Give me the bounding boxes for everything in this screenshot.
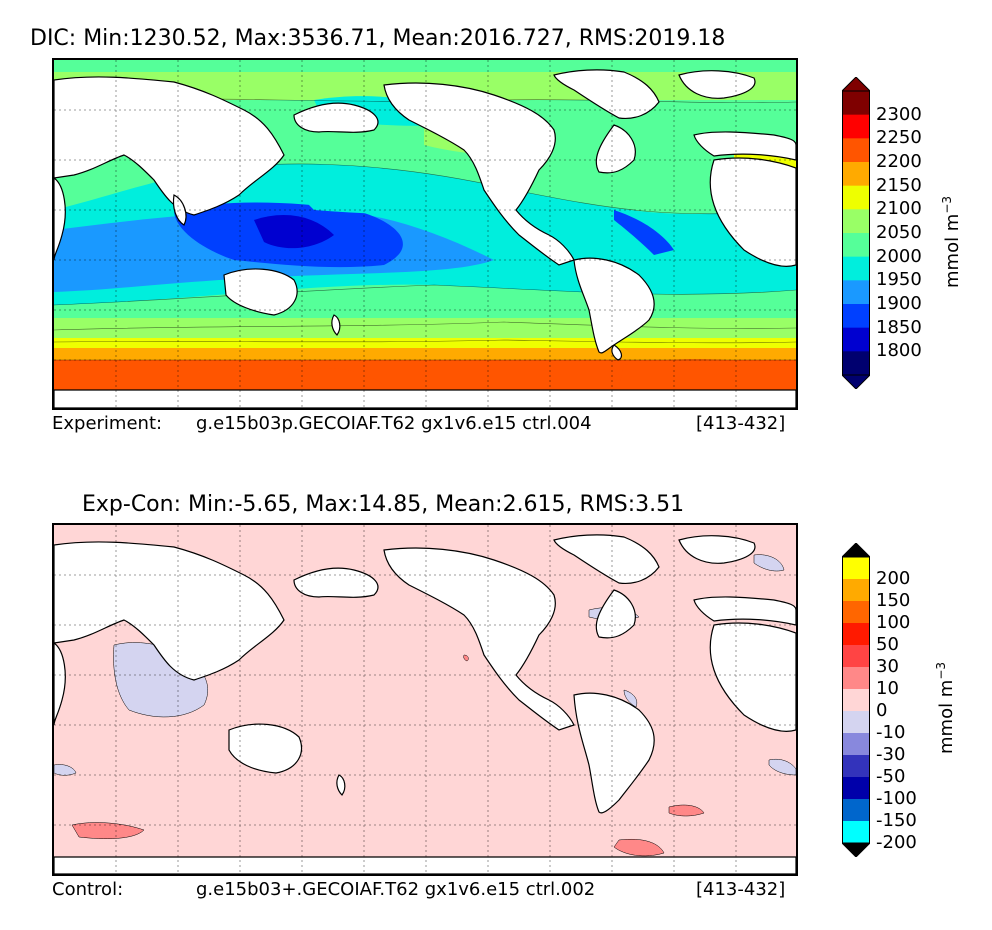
top-colorbar-tick-label: 1900 [876, 293, 922, 314]
top-colorbar-swatch [842, 114, 870, 139]
top-colorbar-swatch [842, 327, 870, 352]
bottom-caption-case: g.e15b03+.GECOIAF.T62 gx1v6.e15 ctrl.002 [196, 879, 596, 900]
top-colorbar-swatch [842, 91, 870, 116]
bottom-colorbar-swatch [842, 799, 870, 822]
bottom-colorbar-tick-label: 0 [876, 700, 888, 721]
top-colorbar-swatch [842, 351, 870, 376]
top-colorbar-swatch [842, 280, 870, 305]
top-colorbar-tick-label: 2150 [876, 174, 922, 196]
bottom-colorbar-tick-label: 150 [876, 590, 911, 611]
top-colorbar-tick-label: 1950 [876, 269, 922, 291]
bottom-colorbar-swatch [842, 557, 870, 580]
bottom-colorbar-extend-top [840, 542, 872, 558]
bottom-colorbar-tick-label: -150 [876, 810, 917, 831]
bottom-diff-map [52, 523, 798, 876]
bottom-colorbar-tick-label: 10 [876, 678, 899, 699]
bottom-colorbar-swatch [842, 601, 870, 624]
bottom-colorbar [840, 542, 872, 858]
bottom-colorbar-swatch [842, 733, 870, 756]
bottom-colorbar-extend-bottom [840, 842, 872, 858]
bottom-caption-label: Control: [52, 879, 124, 900]
bottom-colorbar-swatch [842, 645, 870, 668]
top-caption-label: Experiment: [52, 413, 163, 434]
top-colorbar-extend-top [840, 76, 872, 92]
bottom-colorbar-swatch [842, 777, 870, 800]
bottom-colorbar-swatch [842, 711, 870, 734]
top-colorbar-tick-label: 2100 [876, 198, 922, 220]
bottom-colorbar-tick-label: -10 [876, 722, 906, 743]
bottom-colorbar-tick-label: 200 [876, 568, 911, 589]
bottom-colorbar-swatches [840, 542, 872, 858]
top-colorbar-swatch [842, 256, 870, 281]
bottom-colorbar-swatch [842, 689, 870, 712]
bottom-colorbar-tick-label: 30 [876, 656, 899, 677]
bottom-colorbar-swatch [842, 755, 870, 778]
bottom-colorbar-swatch [842, 667, 870, 690]
bottom-colorbar-tick-label: -200 [876, 832, 917, 853]
top-caption-years: [413-432] [696, 413, 786, 434]
bottom-caption-years: [413-432] [696, 879, 786, 900]
top-colorbar-swatch [842, 138, 870, 163]
top-map-canvas [54, 60, 796, 408]
top-map-title: DIC: Min:1230.52, Max:3536.71, Mean:2016… [30, 26, 726, 51]
top-colorbar-swatch [842, 233, 870, 258]
bottom-colorbar-tick-label: -30 [876, 744, 906, 765]
top-colorbar-tick-label: 1850 [876, 316, 922, 338]
bottom-colorbar-swatch [842, 821, 870, 844]
top-colorbar-tick-label: 2300 [876, 103, 922, 125]
top-colorbar-swatch [842, 304, 870, 329]
top-colorbar-swatch [842, 162, 870, 187]
bottom-map-canvas [54, 525, 796, 874]
bottom-map-title: Exp-Con: Min:-5.65, Max:14.85, Mean:2.61… [82, 492, 685, 517]
top-colorbar [840, 76, 872, 390]
bottom-colorbar-swatch [842, 579, 870, 602]
top-caption-case: g.e15b03p.GECOIAF.T62 gx1v6.e15 ctrl.004 [196, 413, 592, 434]
top-dic-map [52, 58, 798, 410]
top-colorbar-tick-label: 2000 [876, 245, 922, 267]
top-colorbar-tick-label: 2200 [876, 151, 922, 172]
bottom-colorbar-swatch [842, 623, 870, 646]
top-colorbar-unit: mmol m−3 [940, 195, 963, 288]
bottom-colorbar-unit: mmol m−3 [934, 661, 957, 754]
top-colorbar-swatches [840, 76, 872, 390]
bottom-colorbar-tick-label: 100 [876, 612, 911, 633]
top-colorbar-tick-label: 2250 [876, 127, 922, 149]
bottom-colorbar-tick-label: 50 [876, 634, 899, 655]
top-colorbar-swatch [842, 209, 870, 234]
top-colorbar-swatch [842, 185, 870, 210]
top-colorbar-extend-bottom [840, 374, 872, 390]
bottom-colorbar-tick-label: -50 [876, 766, 906, 787]
top-colorbar-tick-label: 1800 [876, 340, 922, 362]
top-colorbar-tick-label: 2050 [876, 222, 922, 243]
bottom-colorbar-tick-label: -100 [876, 788, 917, 809]
